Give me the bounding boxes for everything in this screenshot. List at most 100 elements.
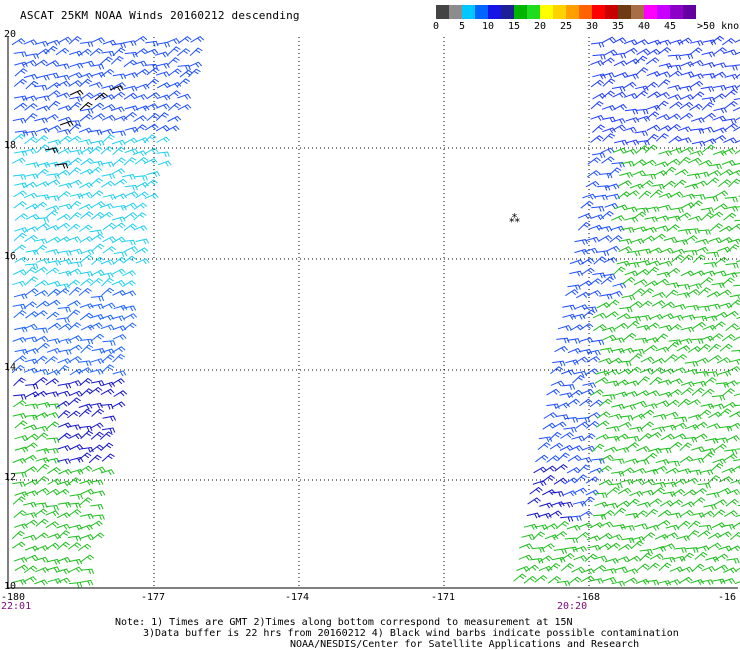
wind-barb — [47, 260, 62, 266]
wind-barb — [44, 45, 58, 55]
wind-barb — [605, 311, 619, 319]
wind-barb — [593, 323, 607, 332]
wind-barb — [584, 306, 598, 313]
wind-barb — [584, 553, 598, 562]
wind-barb — [101, 277, 114, 287]
wind-barb — [549, 442, 564, 450]
wind-barb — [635, 145, 649, 154]
legend-swatch-16 — [644, 5, 657, 19]
wind-barb — [56, 74, 70, 81]
wind-barb — [23, 192, 38, 199]
wind-barb — [636, 115, 651, 122]
wind-barb — [123, 202, 137, 209]
wind-barb — [719, 168, 734, 176]
wind-barb — [167, 81, 182, 88]
wind-barb — [111, 268, 126, 275]
map-title: ASCAT 25KM NOAA Winds 20160212 descendin… — [20, 9, 300, 22]
wind-barb — [732, 522, 740, 529]
wind-barb — [135, 238, 150, 245]
wind-barb — [58, 36, 72, 44]
wind-barb — [706, 291, 721, 298]
wind-barb — [69, 193, 84, 200]
wind-barb — [712, 93, 727, 101]
wind-barb — [559, 501, 574, 508]
wind-barb — [556, 402, 570, 409]
wind-barb — [701, 448, 716, 454]
wind-barb — [68, 157, 83, 166]
wind-barb — [111, 236, 126, 244]
wind-barb — [694, 246, 709, 253]
wind-barb — [698, 409, 712, 418]
wind-barb — [711, 522, 726, 529]
wind-barb — [46, 195, 60, 202]
wind-barb — [546, 388, 560, 396]
wind-barb — [724, 123, 738, 131]
wind-barb — [77, 543, 92, 552]
wind-barb — [47, 236, 61, 243]
wind-barb — [659, 500, 674, 507]
wind-barb — [622, 404, 637, 411]
wind-barb — [701, 101, 715, 111]
wind-barb — [133, 202, 148, 210]
wind-barb — [588, 224, 603, 231]
wind-barb — [674, 416, 688, 423]
wind-barb — [713, 47, 727, 55]
wind-barb — [721, 147, 736, 154]
wind-barb — [655, 133, 669, 142]
wind-barb — [564, 537, 579, 544]
wind-barb — [651, 300, 666, 307]
wind-barb — [34, 556, 49, 563]
legend-swatch-19 — [683, 5, 696, 19]
wind-barb — [657, 39, 672, 46]
wind-barb — [713, 150, 727, 157]
wind-barb — [57, 409, 71, 419]
wind-barb — [13, 309, 27, 319]
wind-barb — [611, 458, 625, 465]
wind-barb — [721, 388, 735, 397]
wind-barb — [734, 219, 740, 222]
wind-barb — [124, 184, 138, 191]
wind-barb — [188, 68, 201, 78]
wind-barb — [692, 321, 706, 330]
wind-barb — [665, 289, 679, 299]
wind-barb — [700, 207, 715, 214]
wind-barb — [79, 479, 94, 486]
wind-barb — [635, 67, 649, 76]
legend-label-30: 30 — [585, 21, 599, 32]
wind-barb — [57, 445, 72, 452]
wind-barb — [664, 532, 679, 539]
wind-barb — [729, 531, 740, 541]
wind-barb — [585, 420, 600, 429]
wind-barb — [13, 377, 26, 387]
wind-barb — [655, 100, 669, 110]
wind-barb — [680, 71, 695, 78]
wind-barb — [621, 525, 635, 532]
wind-barb — [89, 422, 104, 429]
wind-barb — [735, 73, 740, 78]
wind-barb — [606, 245, 620, 252]
wind-barb — [102, 222, 116, 231]
wind-barb — [34, 355, 48, 364]
wind-barb — [651, 487, 665, 496]
pass-time-right: 20:20 — [557, 601, 588, 612]
wind-barb — [567, 347, 582, 354]
wind-barb — [695, 171, 710, 178]
wind-barb — [611, 161, 625, 168]
wind-barb — [57, 422, 72, 429]
wind-barb — [646, 48, 661, 56]
wind-barb — [713, 443, 727, 452]
wind-barb — [610, 337, 625, 344]
wind-barb — [621, 227, 635, 234]
wind-barb — [124, 105, 139, 112]
wind-barb — [649, 376, 663, 386]
wind-barb — [595, 433, 610, 441]
wind-barb — [694, 551, 708, 560]
wind-barb — [23, 466, 38, 474]
wind-barb — [574, 304, 589, 311]
wind-barb — [35, 181, 50, 188]
wind-barb — [562, 490, 577, 497]
wind-barb — [46, 347, 61, 354]
wind-barb — [563, 426, 577, 433]
wind-barb — [593, 256, 607, 265]
wind-barb — [735, 84, 740, 89]
